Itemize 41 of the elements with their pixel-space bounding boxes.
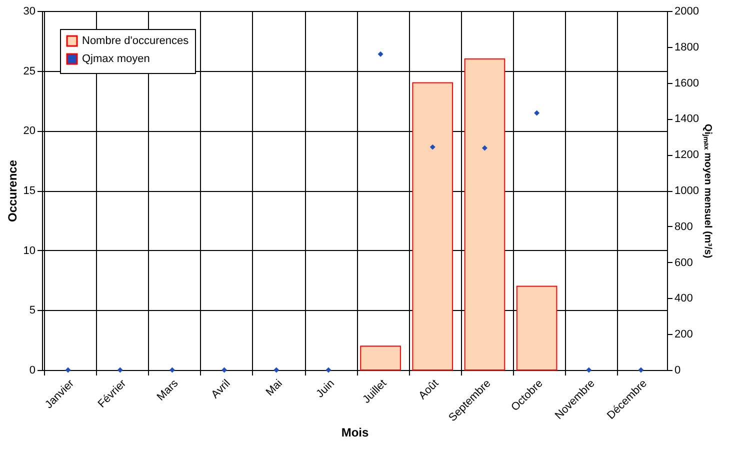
point [65, 367, 71, 373]
y-tick-label: 25 [23, 65, 36, 78]
y2-tick-label: 200 [674, 328, 693, 341]
point [169, 367, 175, 373]
y2-tick-label: 600 [674, 256, 693, 269]
x-axis-title: Mois [341, 425, 369, 440]
bar [412, 82, 454, 370]
y2-tick-label: 1200 [674, 149, 699, 162]
y-tick-label: 30 [23, 6, 36, 18]
point [274, 367, 280, 373]
bar [464, 58, 506, 370]
y-tick-label: 0 [29, 364, 36, 376]
y2-tick-label: 0 [674, 364, 681, 376]
point [534, 110, 540, 116]
point [326, 367, 332, 373]
y2-tick-label: 400 [674, 292, 693, 305]
y-tick-label: 20 [23, 125, 36, 138]
point [482, 145, 488, 151]
y2-tick-label: 2000 [674, 6, 699, 18]
y-tick-label: 10 [23, 244, 36, 257]
y-tick-label: 5 [29, 304, 36, 317]
point [430, 144, 436, 150]
point [117, 367, 123, 373]
point [378, 51, 384, 57]
x-tick-label: Mai [264, 378, 285, 399]
y2-tick-label: 800 [674, 220, 693, 233]
y-axis-title: Occurence [5, 160, 20, 222]
point [586, 367, 592, 373]
y2-axis-title: Qiⱼₘₐₓ moyen mensuel (m³/s) [702, 124, 713, 258]
bar [516, 286, 558, 370]
point [222, 367, 228, 373]
bar [360, 346, 401, 370]
y2-tick-label: 1600 [674, 77, 699, 90]
y2-tick-label: 1000 [674, 185, 699, 197]
y-tick-label: 15 [23, 185, 36, 197]
point [638, 367, 644, 373]
legend-label: Qjmax moyen [82, 53, 150, 65]
x-tick-label: Juin [314, 378, 337, 400]
y2-tick-label: 1400 [674, 113, 699, 126]
legend-label: Nombre d'occurences [82, 35, 190, 47]
y2-tick-label: 1800 [674, 41, 699, 54]
